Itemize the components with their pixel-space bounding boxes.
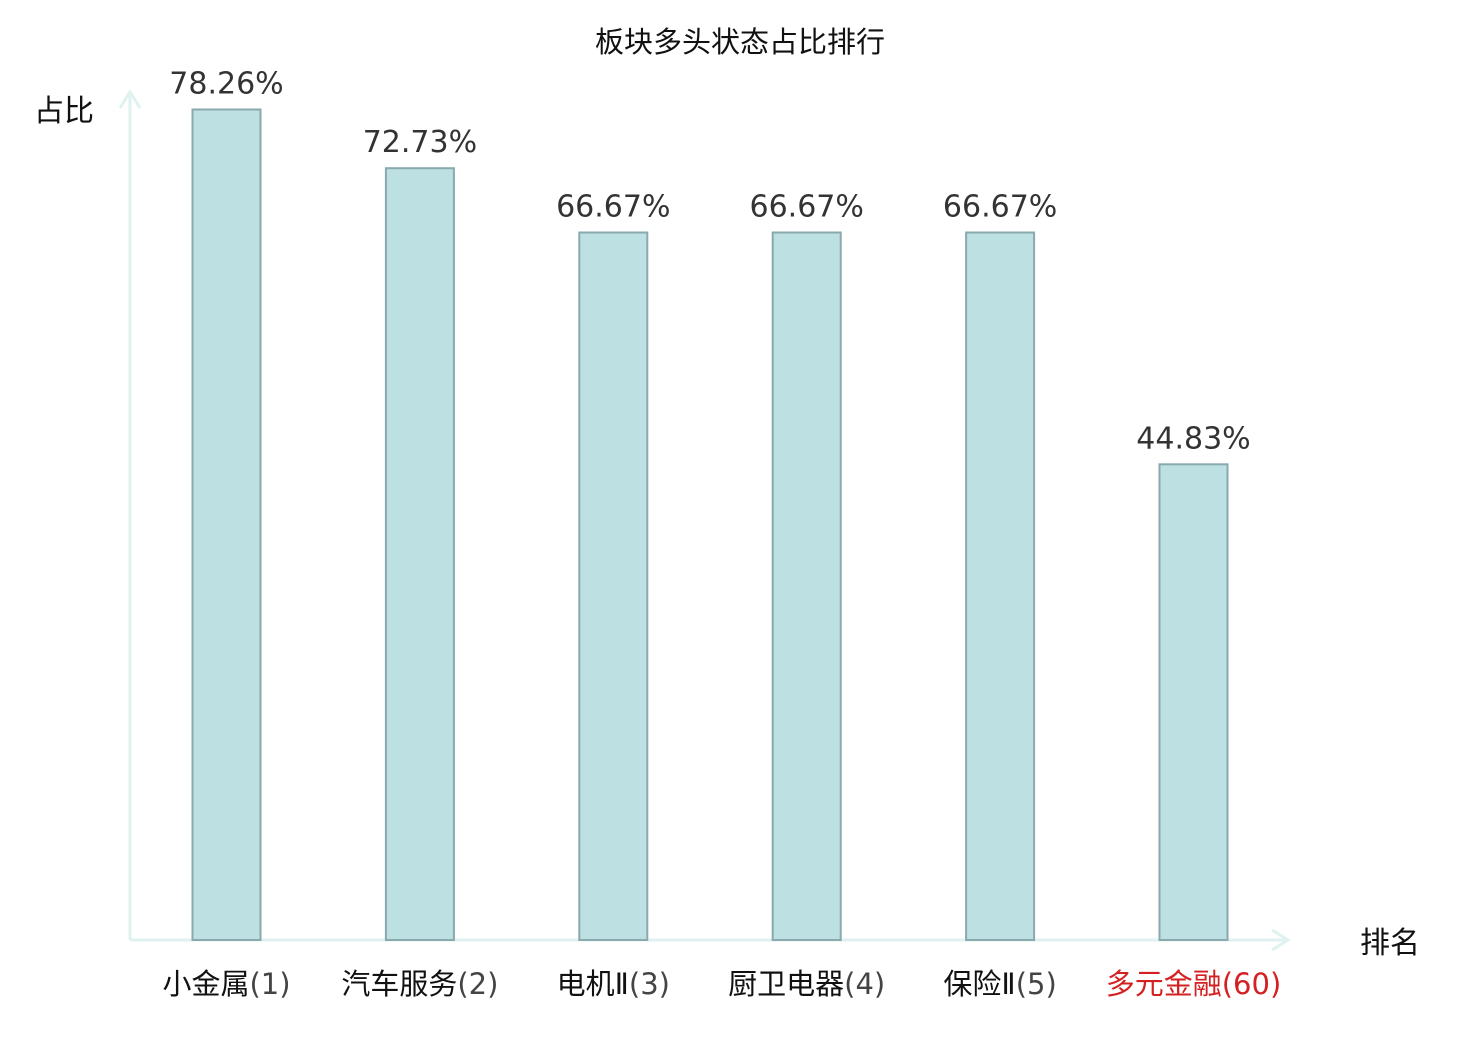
bar [578, 231, 649, 941]
category-label: 汽车服务(2) [341, 967, 498, 1001]
bar-value-label: 44.83% [1136, 421, 1250, 456]
category-rank: (5) [1016, 967, 1057, 1001]
y-axis-label: 占比 [34, 94, 94, 129]
bar-value-label: 78.26% [169, 67, 283, 102]
category-name: 电机Ⅱ [557, 967, 629, 1001]
category-labels: 小金属(1) 汽车服务(2) 电机Ⅱ(3) 厨卫电器(4) 保险Ⅱ(5) 多元金融(60) [162, 967, 1281, 1001]
category-name: 小金属 [162, 967, 249, 1001]
category-label: 电机Ⅱ(3) [557, 967, 670, 1001]
category-rank: (2) [457, 967, 498, 1001]
category-rank: (3) [629, 967, 670, 1001]
value-labels: 78.26% 72.73% 66.67% 66.67% 66.67% 44.83% [169, 67, 1250, 457]
category-name: 保险Ⅱ [943, 967, 1015, 1001]
category-name: 汽车服务 [341, 967, 457, 1001]
category-label: 多元金融(60) [1106, 967, 1282, 1001]
chart-title: 板块多头状态占比排行 [595, 25, 885, 59]
category-label: 保险Ⅱ(5) [943, 967, 1056, 1001]
x-axis-label: 排名 [1360, 926, 1420, 961]
bar [771, 231, 842, 941]
category-rank: (4) [844, 967, 885, 1001]
category-name: 厨卫电器 [728, 967, 844, 1001]
axes [118, 89, 1291, 952]
bar-value-label: 66.67% [556, 190, 670, 225]
y-axis-arrow [118, 89, 142, 109]
bar [965, 231, 1036, 941]
category-name: 多元金融 [1106, 967, 1222, 1001]
category-rank: (1) [249, 967, 290, 1001]
bar-value-label: 66.67% [943, 190, 1057, 225]
category-label: 小金属(1) [162, 967, 290, 1001]
category-label: 厨卫电器(4) [728, 967, 885, 1001]
bars [191, 108, 1229, 941]
bar [1158, 463, 1229, 941]
x-axis-arrow [1271, 928, 1291, 952]
bar [191, 108, 262, 941]
category-rank: (60) [1222, 967, 1282, 1001]
bar-value-label: 72.73% [363, 125, 477, 160]
bar-value-label: 66.67% [750, 190, 864, 225]
bar [384, 167, 455, 941]
